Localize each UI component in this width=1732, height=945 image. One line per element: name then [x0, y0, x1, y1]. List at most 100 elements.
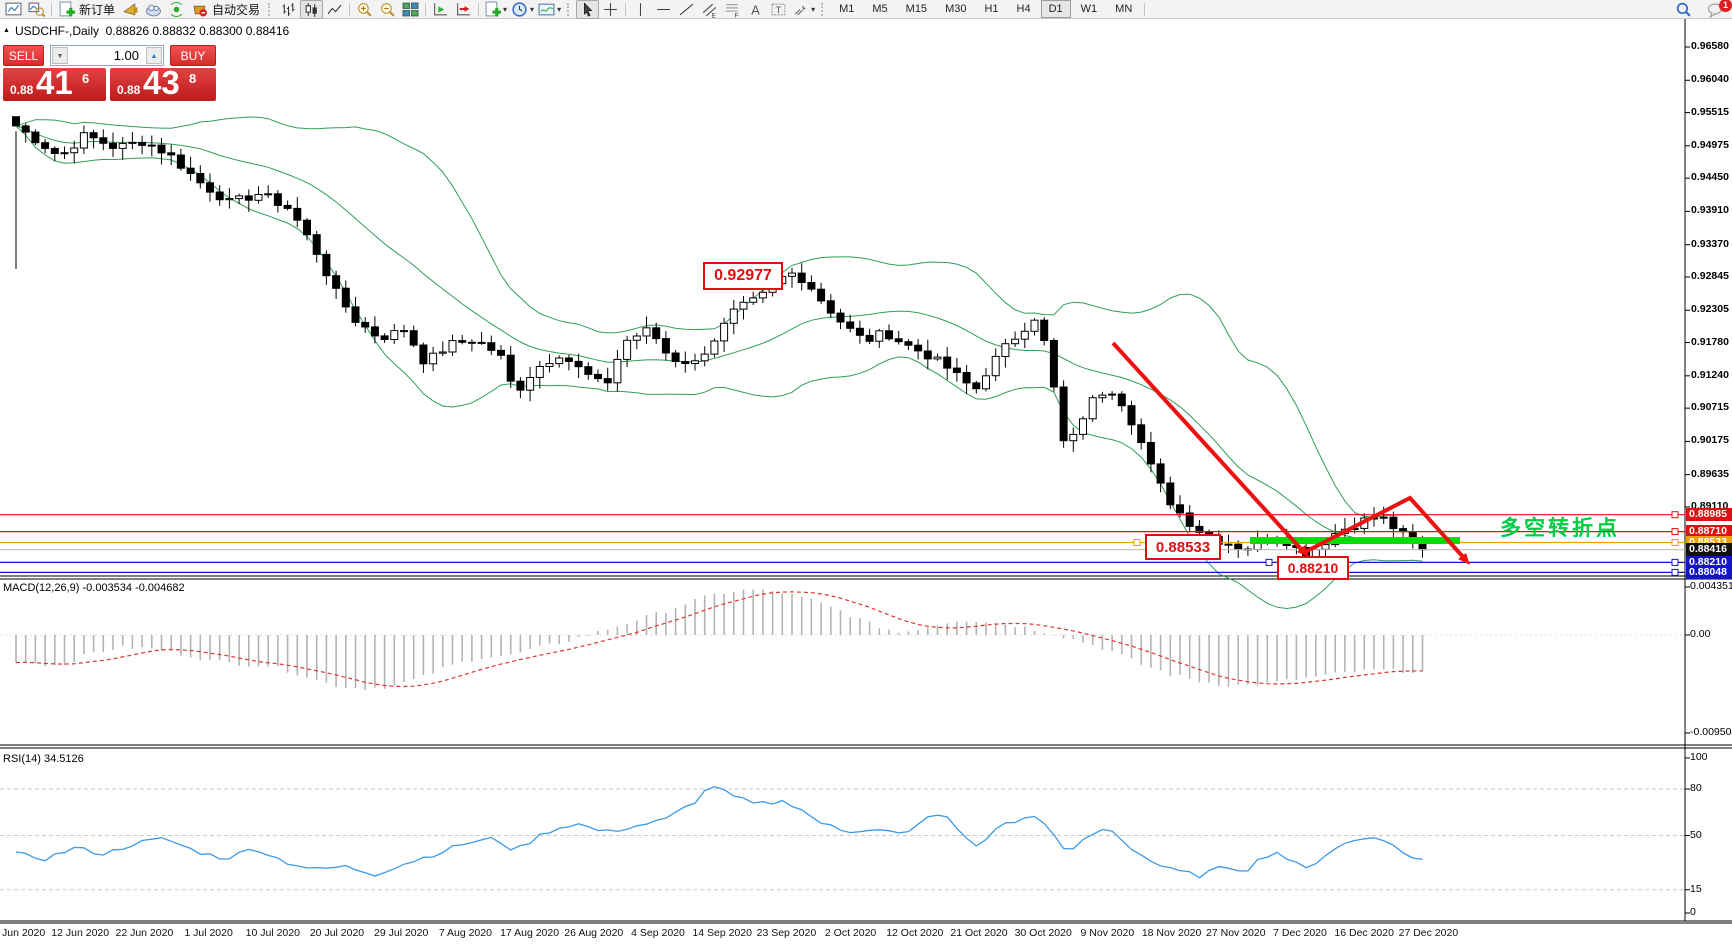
horn-icon [122, 2, 138, 16]
chart-shift-button[interactable] [452, 0, 475, 19]
rsi-header: RSI(14) 34.5126 [3, 753, 84, 765]
toolbar-right-icons: 1 [1674, 0, 1732, 18]
svg-text:T: T [776, 5, 782, 16]
toolbar-separator [425, 2, 427, 16]
buy-quote[interactable]: 0.88 43 8 [110, 64, 216, 101]
tick-chart-icon [28, 2, 45, 17]
trendline-button[interactable] [675, 0, 698, 19]
shapes-button[interactable]: ▾ [790, 0, 817, 19]
auto-scroll-button[interactable] [429, 0, 452, 19]
buy-price-big: 43 [143, 64, 180, 101]
templates-button[interactable]: ▾ [482, 0, 509, 19]
rsi-title: RSI(14) [3, 753, 41, 765]
channel-button[interactable]: E [698, 0, 721, 19]
new-order-button[interactable] [55, 0, 78, 19]
price-axis-tick: 0.91240 [1691, 368, 1729, 381]
autotrading-label[interactable]: 自动交易 [212, 2, 261, 17]
sell-price-big: 41 [36, 64, 73, 101]
timeframe-m30-button[interactable]: M30 [945, 3, 967, 15]
periods-button[interactable]: ▾ [509, 0, 536, 19]
search-button[interactable] [1674, 1, 1692, 18]
one-click-trading-panel: SELL ▼ 1.00 ▲ BUY 0.88 41 6 0.88 43 8 [3, 45, 216, 101]
charts-window-button[interactable] [2, 0, 25, 19]
sell-quote[interactable]: 0.88 41 6 [3, 64, 106, 101]
rsi-axis-tick: 0 [1690, 906, 1696, 918]
timeframe-d1-button[interactable]: D1 [1040, 0, 1071, 18]
text-icon: A [751, 2, 760, 17]
date-axis-tick: 26 Aug 2020 [564, 927, 624, 939]
volume-value[interactable]: 1.00 [113, 48, 139, 63]
toolbar-grip[interactable] [821, 2, 826, 16]
candle-chart-button[interactable] [300, 0, 324, 19]
notification-badge: 1 [1719, 0, 1732, 12]
turning-point-note[interactable]: 多空转折点 [1500, 517, 1620, 540]
horn-button[interactable] [119, 0, 142, 19]
price-tag: 0.88710 [1686, 525, 1732, 539]
timeframe-m5-button[interactable]: M5 [872, 3, 888, 15]
green-highlight-bar [1250, 537, 1460, 544]
date-axis-tick: 1 Jul 2020 [184, 927, 233, 939]
chevron-down-icon: ▾ [811, 4, 816, 14]
toolbar-separator [625, 2, 627, 16]
signals-button[interactable] [165, 0, 188, 19]
tick-chart-button[interactable] [25, 0, 48, 19]
bar-chart-button[interactable] [277, 0, 300, 19]
macd-axis-tick: 0.00 [1690, 628, 1711, 640]
timeframe-w1-button[interactable]: W1 [1080, 3, 1098, 15]
volume-decrease-button[interactable]: ▼ [52, 47, 68, 64]
community-button[interactable] [142, 0, 165, 19]
new-order-label[interactable]: 新订单 [79, 2, 116, 17]
chat-button[interactable]: 1 [1706, 0, 1732, 18]
timeframe-m1-button[interactable]: M1 [839, 3, 855, 15]
line-chart-button[interactable] [323, 0, 346, 19]
timeframe-m15-button[interactable]: M15 [905, 3, 928, 15]
sell-button[interactable]: SELL [3, 45, 44, 66]
main-toolbar: 新订单 自动交易 ▾ ▾ ▾ E F A T ▾ M1 M5 M15 M30 H1 H4 D1 W1 MN 1 [0, 0, 1732, 19]
label-button[interactable]: T [767, 0, 790, 19]
price-axis-tick: 0.90175 [1691, 434, 1729, 447]
price-callout-support-low[interactable]: 0.88210 [1277, 556, 1349, 580]
rsi-line [15, 786, 1423, 879]
cursor-button[interactable] [576, 0, 600, 19]
date-axis-tick: 14 Sep 2020 [692, 927, 752, 939]
zoom-in-button[interactable] [353, 0, 376, 19]
zoom-in-icon [358, 2, 372, 17]
buy-button[interactable]: BUY [170, 45, 216, 66]
buy-price-prefix: 0.88 [117, 83, 141, 97]
price-callout-peak[interactable]: 0.92977 [703, 262, 783, 290]
new-order-icon [59, 1, 75, 16]
vertical-line-button[interactable] [629, 0, 652, 19]
zoom-out-button[interactable] [376, 0, 399, 19]
date-axis-tick: 20 Jul 2020 [309, 927, 365, 939]
toolbar-separator [349, 2, 351, 16]
volume-stepper[interactable]: ▼ 1.00 ▲ [50, 45, 164, 66]
timeframe-mn-button[interactable]: MN [1115, 3, 1133, 15]
date-axis-tick: 7 Dec 2020 [1273, 927, 1327, 939]
indicators-button[interactable]: ▾ [536, 0, 563, 19]
price-tag: 0.88210 [1686, 555, 1732, 569]
horizontal-line-button[interactable] [652, 0, 675, 19]
text-button[interactable]: A [744, 0, 767, 19]
macd-header: MACD(12,26,9) -0.003534 -0.004682 [3, 582, 185, 594]
toolbar-grip[interactable] [567, 2, 572, 16]
price-callout-support-mid[interactable]: 0.88533 [1145, 534, 1221, 560]
volume-increase-button[interactable]: ▲ [146, 47, 162, 64]
price-axis-tick: 0.90715 [1691, 401, 1729, 414]
autotrading-icon [193, 5, 207, 16]
fibonacci-button[interactable]: F [721, 0, 744, 19]
candle-chart-icon [305, 2, 317, 17]
autotrading-button[interactable] [188, 0, 211, 19]
toolbar-grip[interactable] [268, 2, 273, 16]
fibonacci-icon: F [726, 3, 739, 18]
date-axis-tick: Jun 2020 [2, 927, 46, 939]
date-axis-tick: 22 Jun 2020 [115, 927, 174, 939]
rsi-axis-tick: 100 [1690, 751, 1708, 763]
price-axis-tick: 0.95515 [1691, 105, 1729, 118]
price-axis-tick: 0.92845 [1691, 269, 1729, 282]
tile-windows-button[interactable] [399, 0, 422, 19]
timeframe-h4-button[interactable]: H4 [1016, 3, 1031, 15]
timeframe-h1-button[interactable]: H1 [984, 3, 999, 15]
crosshair-button[interactable] [599, 0, 622, 19]
price-axis-tick: 0.94450 [1691, 171, 1729, 184]
